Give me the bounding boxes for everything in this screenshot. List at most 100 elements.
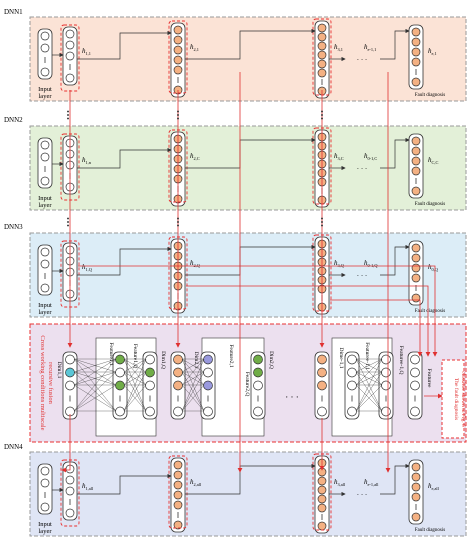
fusion-col-8-node-0	[381, 354, 391, 365]
fusion-ellipsis: · · ·	[285, 392, 299, 402]
dnn4-label-h1: h1,all	[82, 482, 94, 492]
fusion-mesh-2-1-0	[181, 358, 205, 373]
dnn2-arrow-x4	[380, 137, 410, 169]
fusion-col-7-node-2	[347, 380, 357, 391]
dnn4-box2	[168, 455, 188, 529]
dnn4-input-node-1	[40, 478, 50, 488]
dnn3-input-label-1: Input	[38, 302, 52, 309]
dnn4-hidden3-node-2	[317, 476, 327, 486]
fusion-col-3-node-1	[173, 367, 183, 378]
dnn4-hidden2-node-1	[173, 470, 183, 480]
vertical-ellipsis-3: ⋮	[317, 110, 327, 121]
fusion-mesh-0-4-2	[73, 384, 117, 412]
fusion-mesh-1-2-0	[123, 358, 147, 386]
dnn1-label-h5: he,1	[428, 47, 437, 57]
fusion-col-1-node-0	[115, 354, 125, 365]
dnn1-input-frame	[37, 28, 53, 80]
red-feed-1	[78, 265, 438, 357]
feature-label-0: Feature1,1	[108, 342, 114, 366]
dnn4-fault-label: Fault diagnosis	[415, 528, 445, 533]
fusion-col-5-node-4	[253, 406, 263, 417]
dnn1-hidden2-node-2	[173, 45, 183, 55]
dnn4-hidden3-node-7	[317, 521, 327, 531]
fusion-col-9-node-4	[410, 406, 420, 417]
feature-label-3-group: Feature2,Q	[244, 372, 250, 397]
feature-label-5-group: Featuree-1,Q	[398, 346, 404, 375]
fusion-title-line2: recursive fusion	[47, 362, 54, 404]
dnn3-input-node-3	[40, 283, 50, 293]
fusion-col-8-node-4	[381, 406, 391, 417]
dnn4-input-label-1: Input	[38, 521, 52, 528]
fusion-mesh-1-4-2	[123, 384, 147, 412]
dnn2-fault-label: Fault diagnosis	[415, 202, 445, 207]
dnn2-input-node-1	[40, 152, 50, 162]
dnn4-arrow-x4	[380, 463, 410, 495]
dnn2-input-node-0	[40, 140, 50, 150]
dnn1-hidden1-node-1	[65, 40, 75, 50]
vertical-ellipsis-1: ⋮	[63, 110, 73, 121]
fusion-mesh-1-4-1	[123, 371, 147, 412]
fusion-col-6-node-4	[317, 406, 327, 417]
dnn1-arrow-x4	[380, 28, 410, 60]
dnn4-hidden2-node-0	[173, 460, 183, 470]
dnn3-hidden4-node-3	[411, 273, 421, 283]
dnn4-hidden2-node-4	[173, 500, 183, 510]
fusion-col-7-node-0	[347, 354, 357, 365]
classifier-note-box	[441, 359, 465, 439]
dim-label-0: Dim1,1	[56, 362, 62, 379]
dnn3-hidden4-node-1	[411, 253, 421, 263]
dnn4-label: DNN4	[4, 443, 23, 451]
fusion-mesh-3-4-2	[355, 384, 383, 412]
dnn1-hidden2-node-4	[173, 65, 183, 75]
dnn2-label-h3: h3,C	[334, 152, 344, 162]
dim-label-4-group: Dime-1,1	[338, 348, 344, 369]
dnn4-label-h5: he,all	[428, 482, 440, 492]
dnn3-hidden4-node-5	[411, 293, 421, 303]
dnn1-label-h4: he-1,1	[364, 43, 376, 53]
classifier-note-line2: classifier shown in Fig. 6	[460, 371, 467, 427]
dnn1-input-label-1: Input	[38, 86, 52, 93]
dim-label-2: Dim2,1	[193, 352, 199, 369]
dnn1-label-h3: h3,1	[334, 43, 343, 53]
dnn3-fault-label: Fault diagnosis	[415, 309, 445, 314]
dnn1-hidden3-node-2	[317, 41, 327, 51]
feature-label-1: Feature1,Q	[132, 344, 138, 369]
dnn1-row-ellipsis: · · ·	[357, 56, 368, 64]
dnn3-input-label-2: layer	[39, 309, 53, 316]
fusion-col-9-node-2	[410, 380, 420, 391]
fusion-col-5-node-1	[253, 367, 263, 378]
dnn4-label-h2: h2,all	[190, 478, 202, 488]
dnn3-input-frame	[37, 244, 53, 296]
fusion-col-1-node-4	[115, 406, 125, 417]
fusion-col-9-node-1	[410, 367, 420, 378]
dnn3-row-ellipsis: · · ·	[357, 272, 368, 280]
dnn1-input-node-1	[40, 43, 50, 53]
dnn4-label-h4: he-1,all	[364, 478, 379, 488]
connection-arrows	[52, 28, 443, 497]
dnn2-arrow-12	[77, 147, 172, 169]
dnn1-hidden2-node-0	[173, 25, 183, 35]
fusion-mesh-3-1-0	[355, 358, 383, 373]
red-feed-3	[330, 299, 423, 357]
dnn1-hidden4-node-5	[411, 77, 421, 87]
vertical-ellipsis-4: ⋮	[63, 217, 73, 228]
fusion-mesh-3-2-1	[355, 371, 383, 386]
dnn1-arrow-23	[185, 28, 316, 60]
feature-label-6: Featuree	[426, 369, 432, 388]
dnn4-input-node-3	[40, 502, 50, 512]
fusion-mesh-1-4-0	[123, 358, 147, 412]
dnn1-input-node-0	[40, 31, 50, 41]
fusion-mesh-2-2-1	[181, 371, 205, 386]
fusion-mesh-3-2-0	[355, 358, 383, 386]
dim-label-4: Dime-1,1	[338, 348, 344, 369]
fusion-col-1-node-2	[115, 380, 125, 391]
dnn1-arrow-12	[77, 30, 172, 60]
vertical-ellipsis-6: ⋮	[317, 217, 327, 228]
fusion-mesh-0-4-0	[73, 358, 117, 412]
dnn3-label: DNN3	[4, 223, 23, 231]
dnn2-label-h4: h0-1,C	[364, 152, 377, 162]
dnn1-hidden2-node-3	[173, 55, 183, 65]
